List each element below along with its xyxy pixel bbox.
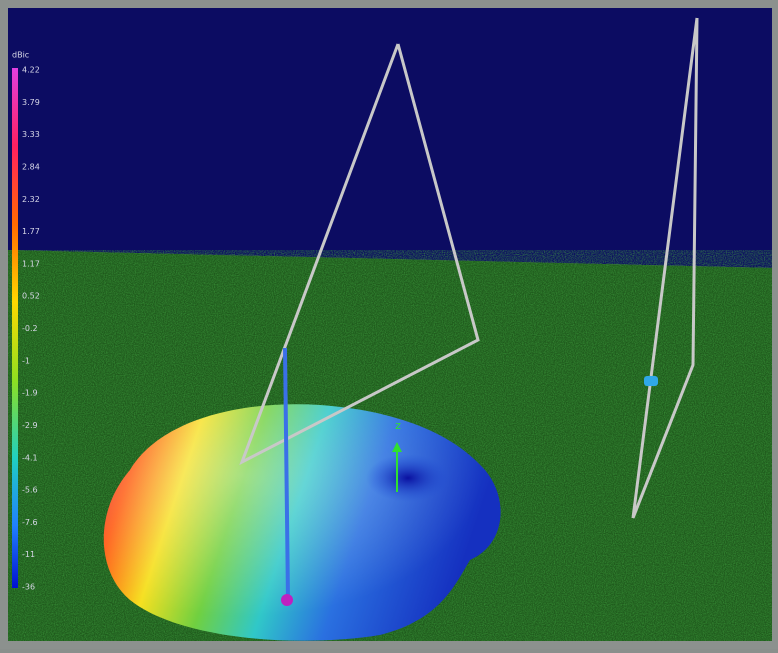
antenna-wire xyxy=(239,43,480,466)
colorbar-label: -1.9 xyxy=(22,389,38,398)
colorbar-label: 3.33 xyxy=(22,130,40,139)
colorbar-label: -1 xyxy=(22,356,30,365)
colorbar-label: -7.6 xyxy=(22,518,38,527)
antenna-wire xyxy=(631,17,699,519)
colorbar-label: -4.1 xyxy=(22,453,38,462)
colorbar-label: 2.84 xyxy=(22,162,40,171)
antenna-left xyxy=(239,43,480,466)
colorbar-label: 1.77 xyxy=(22,227,40,236)
colorbar-label: 3.79 xyxy=(22,98,40,107)
axis-label: z xyxy=(395,419,401,432)
z-axis-head xyxy=(392,442,402,452)
colorbar-label: -36 xyxy=(22,583,35,592)
colorbar-label: -5.6 xyxy=(22,486,38,495)
colorbar-label: 1.17 xyxy=(22,259,40,268)
load xyxy=(644,376,658,386)
pattern-null xyxy=(366,454,450,502)
colorbar-label: -2.9 xyxy=(22,421,38,430)
colorbar-label: 2.32 xyxy=(22,195,40,204)
colorbar xyxy=(12,68,18,588)
colorbar-label: 4.22 xyxy=(22,66,40,75)
colorbar-label: -0.2 xyxy=(22,324,38,333)
sky xyxy=(8,8,772,268)
colorbar-label: -11 xyxy=(22,550,35,559)
colorbar-labels: 4.22 3.79 3.33 2.84 2.32 1.77 1.17 0.52 -0.2 -1 -1… xyxy=(22,66,40,592)
feed-point xyxy=(281,594,293,606)
antenna-right xyxy=(631,17,699,519)
colorbar-label: 0.52 xyxy=(22,292,40,301)
colorbar-unit: dBic xyxy=(12,51,29,60)
feed-line xyxy=(283,347,290,601)
